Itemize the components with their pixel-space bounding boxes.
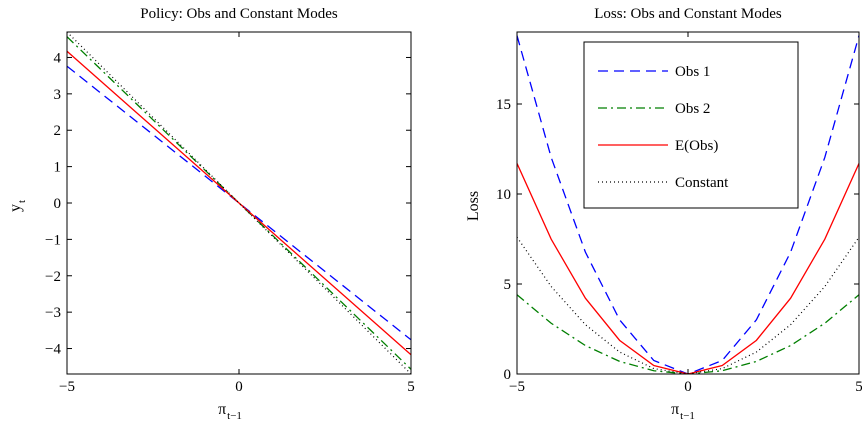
policy-series-solid-line [67,50,411,356]
policy-xtick-label: 5 [407,379,415,395]
loss-plot-xlabel: πt−1 [671,401,695,422]
policy-ytick-label: −1 [45,232,61,248]
policy-ytick-label: 4 [54,50,62,66]
policy-plot-ylabel: yt [7,200,28,212]
legend-label-e-obs: E(Obs) [675,138,718,154]
loss-xtick-label: 0 [684,379,692,395]
loss-series-e-obs-line [517,163,859,374]
policy-xtick-label: 0 [235,379,243,395]
policy-xtick-label: −5 [59,379,75,395]
policy-ytick-label: −2 [45,269,61,285]
loss-ytick-label: 10 [496,187,511,203]
policy-ytick-label: 3 [54,87,62,103]
loss-plot-title: Loss: Obs and Constant Modes [594,6,782,22]
policy-series-dashed-line [67,65,411,341]
policy-plot: Policy: Obs and Constant Modes −5 0 5−4−3−… [7,6,415,422]
loss-series-obs-2-line [517,294,859,374]
loss-ytick-label: 0 [504,367,512,383]
loss-plot: Loss: Obs and Constant Modes −5 0 5051015 … [465,6,862,422]
policy-plot-xlabel: πt−1 [218,401,242,422]
policy-plot-ylabel-group: yt [7,200,28,212]
policy-plot-title: Policy: Obs and Constant Modes [140,6,338,22]
loss-series-obs-1-line [517,35,859,374]
policy-ytick-label: 0 [54,196,62,212]
policy-ytick-label: 1 [54,160,62,176]
legend-items: Obs 1 Obs 2 E(Obs) Constant [598,64,729,191]
loss-plot-ylabel: Loss [465,191,482,221]
policy-plot-ticks: −5 0 5 −4 −3 −2 −1 0 1 2 3 4 [45,32,415,395]
policy-ytick-label: −3 [45,305,61,321]
loss-legend: Obs 1 Obs 2 E(Obs) Constant [583,41,799,209]
policy-ytick-label: −4 [45,342,61,358]
loss-ytick-label: 5 [504,277,512,293]
policy-plot-series-group [67,32,411,374]
policy-series-dashdot-line [67,36,411,370]
legend-box [583,41,799,209]
policy-ytick-label: 2 [54,123,62,139]
loss-ytick-label: 15 [496,97,511,113]
loss-xtick-label: 5 [855,379,862,395]
loss-plot-series-group [517,35,859,374]
loss-series-constant-line [517,236,859,374]
loss-xtick-label: −5 [509,379,525,395]
legend-label-obs-2: Obs 2 [675,101,710,117]
legend-label-obs-1: Obs 1 [675,64,710,80]
policy-series-dotted-line [67,32,411,374]
legend-label-constant: Constant [675,175,729,191]
